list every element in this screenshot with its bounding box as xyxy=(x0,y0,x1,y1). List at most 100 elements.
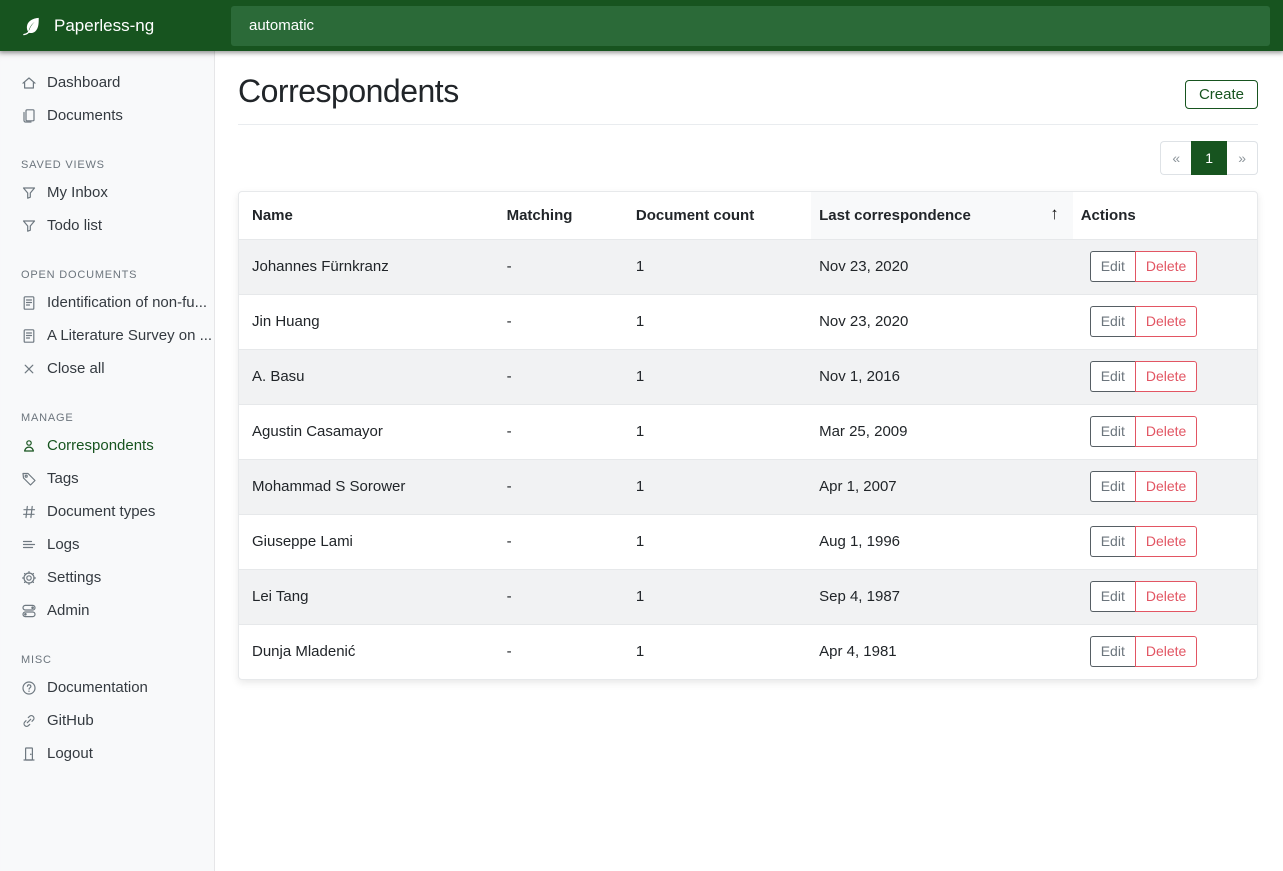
edit-button[interactable]: Edit xyxy=(1089,251,1135,282)
search-input[interactable] xyxy=(231,5,1270,46)
cell-last-correspondence: Apr 4, 1981 xyxy=(811,623,1073,679)
sidebar-item-label: Documentation xyxy=(47,679,148,696)
cell-matching: - xyxy=(498,623,628,679)
door-icon xyxy=(21,746,37,762)
sidebar-item-github[interactable]: GitHub xyxy=(0,704,215,737)
sidebar-item-documents[interactable]: Documents xyxy=(0,99,215,132)
documents-icon xyxy=(21,108,37,124)
edit-button[interactable]: Edit xyxy=(1089,471,1135,502)
pagination-previous-button[interactable]: « xyxy=(1160,141,1192,175)
cell-document-count: 1 xyxy=(627,403,812,459)
app-brand[interactable]: Paperless-ng xyxy=(0,15,215,37)
page-title: Correspondents xyxy=(238,73,459,109)
sidebar-item-label: Close all xyxy=(47,360,105,377)
cell-document-count: 1 xyxy=(627,293,812,349)
leaf-logo-icon xyxy=(21,15,43,37)
sidebar-item-label: Document types xyxy=(47,503,156,520)
sidebar-item-document-types[interactable]: Document types xyxy=(0,495,215,528)
cell-name: Johannes Fürnkranz xyxy=(239,238,499,294)
delete-button[interactable]: Delete xyxy=(1134,636,1198,668)
sidebar-item-todo-list[interactable]: Todo list xyxy=(0,209,215,242)
sidebar-item-tags[interactable]: Tags xyxy=(0,462,215,495)
cell-last-correspondence: Apr 1, 2007 xyxy=(811,458,1073,514)
page-header: Correspondents Create xyxy=(238,65,1258,124)
column-header-actions: Actions xyxy=(1080,206,1136,224)
edit-button[interactable]: Edit xyxy=(1089,636,1135,668)
sidebar-item-label: GitHub xyxy=(47,712,94,729)
create-button[interactable]: Create xyxy=(1184,80,1258,109)
table-row: Dunja Mladenić - 1 Apr 4, 1981 Edit Delet… xyxy=(239,623,1257,679)
delete-button[interactable]: Delete xyxy=(1134,361,1198,392)
sort-ascending-icon: ↑ xyxy=(1050,204,1059,224)
sidebar-item-label: Todo list xyxy=(47,217,103,234)
table-row: A. Basu - 1 Nov 1, 2016 Edit Delete xyxy=(239,348,1257,404)
cell-last-correspondence: Nov 23, 2020 xyxy=(811,293,1073,349)
sidebar-section-saved-views: SAVED VIEWS xyxy=(21,159,105,171)
house-icon xyxy=(21,75,37,91)
pagination-page-1-button[interactable]: 1 xyxy=(1191,141,1228,175)
sidebar-item-label: Identification of non-fu... xyxy=(47,294,208,311)
cell-name: Mohammad S Sorower xyxy=(239,458,499,514)
table-row: Agustin Casamayor - 1 Mar 25, 2009 Edit D… xyxy=(239,403,1257,459)
cell-matching: - xyxy=(498,238,628,294)
pagination-next-button[interactable]: » xyxy=(1227,141,1258,175)
cell-matching: - xyxy=(498,348,628,404)
column-header-matching[interactable]: Matching xyxy=(506,206,573,224)
pagination: « 1 » xyxy=(238,141,1258,175)
sidebar-item-logs[interactable]: Logs xyxy=(0,528,215,561)
cell-name: Dunja Mladenić xyxy=(239,623,499,679)
edit-button[interactable]: Edit xyxy=(1089,526,1135,557)
sidebar-item-correspondents[interactable]: Correspondents xyxy=(0,429,215,462)
column-header-name[interactable]: Name xyxy=(252,206,293,224)
table-row: Lei Tang - 1 Sep 4, 1987 Edit Delete xyxy=(239,568,1257,624)
column-header-document-count[interactable]: Document count xyxy=(635,206,755,224)
sidebar-item-documentation[interactable]: Documentation xyxy=(0,671,215,704)
edit-button[interactable]: Edit xyxy=(1089,581,1135,612)
gear-icon xyxy=(21,570,37,586)
sidebar-item-open-document-2[interactable]: A Literature Survey on ... xyxy=(0,319,215,352)
edit-button[interactable]: Edit xyxy=(1089,306,1135,337)
text-lines-icon xyxy=(21,537,37,553)
cell-document-count: 1 xyxy=(627,623,812,679)
correspondents-table-card: Name Matching Document count Last corres… xyxy=(238,191,1258,680)
close-icon xyxy=(21,361,37,377)
sidebar-item-admin[interactable]: Admin xyxy=(0,594,215,627)
cell-matching: - xyxy=(498,293,628,349)
sidebar-item-logout[interactable]: Logout xyxy=(0,737,215,770)
delete-button[interactable]: Delete xyxy=(1134,471,1198,502)
cell-last-correspondence: Mar 25, 2009 xyxy=(811,403,1073,459)
correspondents-table: Name Matching Document count Last corres… xyxy=(239,192,1257,679)
hash-icon xyxy=(21,504,37,520)
funnel-icon xyxy=(21,218,37,234)
main-content: Correspondents Create « 1 » Name Matchin… xyxy=(215,51,1283,871)
sidebar-item-label: My Inbox xyxy=(47,184,108,201)
edit-button[interactable]: Edit xyxy=(1089,361,1135,392)
delete-button[interactable]: Delete xyxy=(1134,581,1198,612)
sidebar-item-label: Logout xyxy=(47,745,93,762)
table-row: Johannes Fürnkranz - 1 Nov 23, 2020 Edit… xyxy=(239,238,1257,294)
edit-button[interactable]: Edit xyxy=(1089,416,1135,447)
file-text-icon xyxy=(21,295,37,311)
sidebar-item-my-inbox[interactable]: My Inbox xyxy=(0,176,215,209)
sidebar-item-dashboard[interactable]: Dashboard xyxy=(0,66,215,99)
column-header-last-correspondence[interactable]: Last correspondence ↑ xyxy=(811,192,1073,239)
funnel-icon xyxy=(21,185,37,201)
sidebar-item-settings[interactable]: Settings xyxy=(0,561,215,594)
cell-last-correspondence: Nov 1, 2016 xyxy=(811,348,1073,404)
sidebar-item-label: Correspondents xyxy=(47,437,154,454)
delete-button[interactable]: Delete xyxy=(1134,526,1198,557)
cell-name: A. Basu xyxy=(239,348,499,404)
cell-name: Jin Huang xyxy=(239,293,499,349)
sidebar-item-label: Tags xyxy=(47,470,79,487)
delete-button[interactable]: Delete xyxy=(1134,306,1198,337)
sidebar-item-close-all[interactable]: Close all xyxy=(0,352,215,385)
cell-document-count: 1 xyxy=(627,513,812,569)
sidebar-item-open-document-1[interactable]: Identification of non-fu... xyxy=(0,286,215,319)
top-navbar: Paperless-ng xyxy=(0,0,1283,51)
cell-document-count: 1 xyxy=(627,348,812,404)
cell-last-correspondence: Sep 4, 1987 xyxy=(811,568,1073,624)
sidebar-item-label: Logs xyxy=(47,536,80,553)
delete-button[interactable]: Delete xyxy=(1134,251,1198,282)
delete-button[interactable]: Delete xyxy=(1134,416,1198,447)
cell-last-correspondence: Aug 1, 1996 xyxy=(811,513,1073,569)
